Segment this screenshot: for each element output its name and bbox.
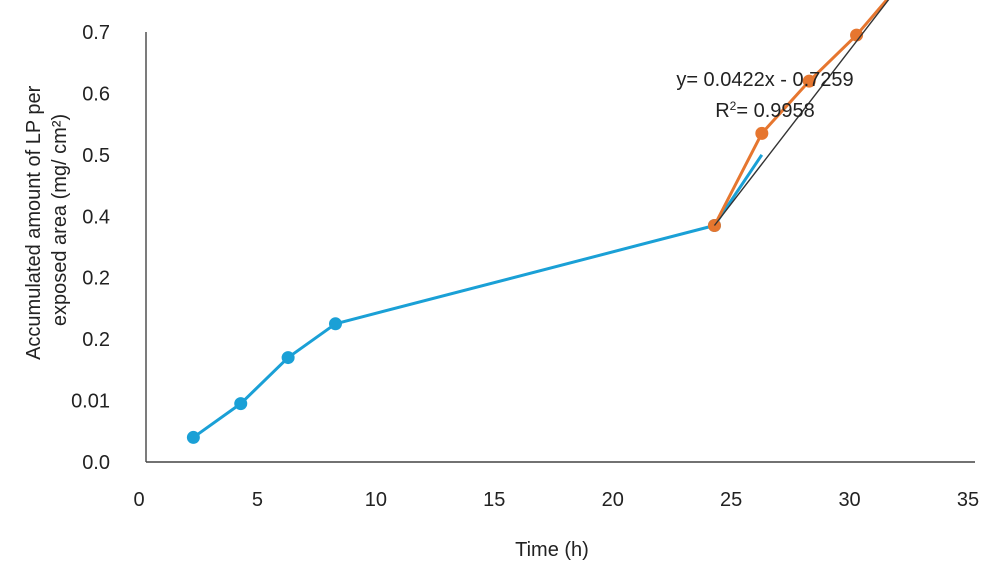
y-tick-label: 0.6 [82, 83, 110, 105]
series-layer [186, 0, 889, 444]
x-tick-label: 5 [252, 489, 263, 511]
data-point [802, 74, 816, 88]
x-tick-label: 10 [365, 489, 387, 511]
x-tick-label: 20 [602, 489, 624, 511]
y-tick-label: 0.4 [82, 206, 110, 228]
series-line [192, 154, 764, 439]
y-axis-title: Accumulated amount of LP per exposed are… [23, 80, 71, 360]
trendline [713, 0, 890, 226]
data-point [328, 317, 342, 331]
y-tick-label: 0.5 [82, 145, 110, 167]
y-axis-title-line-2: exposed area (mg/ cm²) [49, 114, 71, 326]
data-point [186, 430, 200, 444]
x-tick-label: 35 [957, 489, 979, 511]
y-tick-label: 0.0 [82, 452, 110, 474]
y-axis-title-line-1: Accumulated amount of LP per [23, 85, 45, 360]
x-tick-label: 30 [838, 489, 860, 511]
x-tick-label: 0 [133, 489, 144, 511]
series-1 [186, 154, 764, 444]
y-tick-labels: 0.0 0.01 0.2 0.2 0.4 0.5 0.6 0.7 [71, 22, 110, 474]
r2-superscript: 2 [730, 99, 737, 113]
y-tick-label: 0.7 [82, 22, 110, 44]
data-point [281, 351, 295, 365]
axes [145, 32, 975, 463]
x-tick-label: 25 [720, 489, 742, 511]
r2-suffix: = 0.9958 [736, 100, 814, 122]
trendline-layer [713, 0, 890, 226]
data-point [850, 28, 864, 42]
y-tick-label: 0.01 [71, 391, 110, 413]
trendline-r-squared: R2= 0.9958 [715, 99, 815, 122]
data-point [234, 397, 248, 411]
y-tick-label: 0.2 [82, 329, 110, 351]
trendline-equation: y= 0.0422x - 0.7259 [676, 69, 853, 91]
y-tick-label: 0.2 [82, 268, 110, 290]
x-tick-labels: 0 5 10 15 20 25 30 35 [133, 489, 979, 511]
x-tick-label: 15 [483, 489, 505, 511]
r2-prefix: R [715, 100, 729, 122]
x-axis-title: Time (h) [515, 539, 589, 561]
data-point [755, 126, 769, 140]
